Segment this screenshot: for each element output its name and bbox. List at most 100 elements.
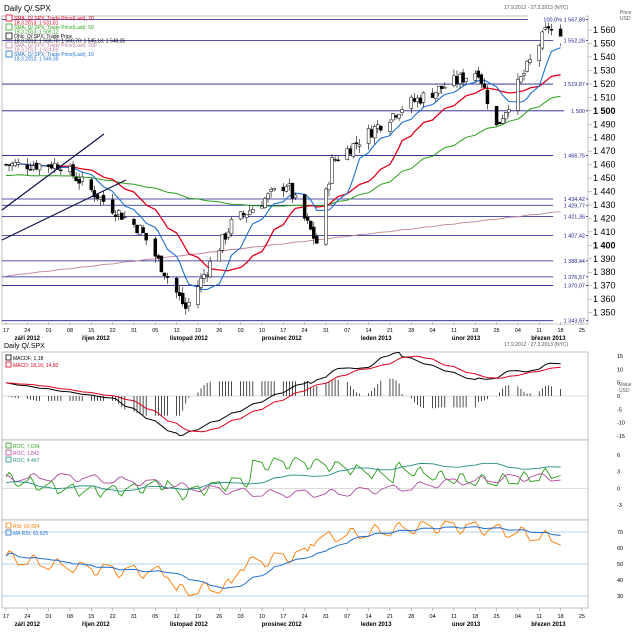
candle[interactable]	[177, 292, 182, 297]
candle[interactable]	[272, 188, 276, 191]
candle[interactable]	[184, 302, 188, 309]
candle[interactable]	[226, 231, 231, 238]
candle[interactable]	[458, 73, 462, 85]
macd-signal-line[interactable]	[5, 355, 561, 433]
legend-swatch[interactable]	[5, 41, 13, 49]
candle[interactable]	[546, 26, 551, 29]
candle[interactable]	[305, 216, 310, 221]
candle[interactable]	[156, 255, 161, 259]
candle[interactable]	[503, 112, 508, 120]
candle[interactable]	[397, 114, 401, 119]
roc-line-1[interactable]	[5, 456, 561, 501]
candle[interactable]	[95, 194, 100, 200]
candle[interactable]	[391, 113, 395, 121]
candle[interactable]	[162, 272, 167, 276]
candle[interactable]	[138, 225, 142, 235]
candle[interactable]	[248, 210, 252, 215]
candle[interactable]	[174, 277, 179, 293]
candle[interactable]	[421, 92, 426, 103]
candle[interactable]	[376, 124, 380, 129]
candle[interactable]	[53, 162, 57, 169]
candle[interactable]	[418, 97, 423, 104]
candle[interactable]	[241, 212, 246, 216]
candle[interactable]	[113, 214, 118, 218]
candle[interactable]	[464, 78, 468, 82]
candle[interactable]	[525, 61, 529, 72]
candle[interactable]	[400, 109, 404, 113]
candle[interactable]	[372, 126, 377, 139]
candle[interactable]	[507, 109, 511, 113]
candle[interactable]	[357, 144, 362, 147]
candle[interactable]	[120, 212, 124, 220]
candle[interactable]	[205, 274, 209, 277]
candle[interactable]	[333, 159, 337, 161]
candle[interactable]	[308, 220, 313, 230]
candle[interactable]	[312, 226, 316, 239]
candle[interactable]	[366, 128, 371, 144]
sma200-line[interactable]	[5, 211, 561, 277]
candle[interactable]	[244, 214, 249, 218]
candle[interactable]	[430, 92, 435, 98]
candle[interactable]	[49, 164, 54, 169]
candle[interactable]	[117, 210, 121, 216]
candle[interactable]	[260, 206, 264, 209]
candle[interactable]	[476, 70, 481, 78]
candle[interactable]	[223, 233, 228, 240]
candle[interactable]	[433, 91, 438, 100]
candle[interactable]	[217, 250, 222, 262]
candle[interactable]	[528, 59, 532, 63]
candle[interactable]	[497, 121, 502, 125]
trendline-lower[interactable]	[1, 179, 127, 241]
legend-swatch[interactable]	[5, 32, 13, 40]
macd-legend-swatch[interactable]	[5, 354, 12, 361]
candle[interactable]	[16, 162, 20, 165]
candle[interactable]	[123, 216, 127, 218]
legend-swatch[interactable]	[5, 14, 13, 22]
trendline-upper[interactable]	[1, 133, 105, 211]
roc-line-3[interactable]	[5, 462, 561, 492]
rsi-legend-swatch[interactable]	[5, 529, 12, 536]
candle[interactable]	[153, 238, 158, 257]
candle[interactable]	[202, 274, 206, 279]
candle[interactable]	[28, 169, 33, 171]
candle[interactable]	[10, 163, 14, 167]
candle[interactable]	[199, 278, 203, 288]
candle[interactable]	[238, 211, 243, 220]
candle[interactable]	[141, 227, 145, 234]
candle[interactable]	[7, 164, 11, 166]
sma20-line[interactable]	[5, 74, 561, 272]
candle[interactable]	[455, 76, 459, 84]
candle[interactable]	[327, 183, 331, 191]
candle[interactable]	[37, 163, 42, 171]
legend-swatch[interactable]	[5, 23, 13, 31]
candle[interactable]	[302, 194, 307, 219]
candle[interactable]	[25, 164, 30, 170]
candle[interactable]	[4, 164, 8, 166]
candle[interactable]	[330, 157, 334, 184]
macd-line[interactable]	[5, 351, 561, 437]
candle[interactable]	[31, 165, 36, 170]
candle[interactable]	[479, 74, 484, 84]
roc-legend-swatch[interactable]	[5, 456, 12, 463]
macd-legend-swatch[interactable]	[5, 361, 12, 368]
rsi-legend-swatch[interactable]	[5, 522, 12, 529]
candle[interactable]	[13, 162, 17, 166]
candle[interactable]	[34, 162, 39, 170]
candle[interactable]	[388, 122, 392, 132]
candle[interactable]	[345, 148, 350, 160]
candle[interactable]	[452, 75, 456, 87]
candle[interactable]	[135, 225, 139, 233]
candle[interactable]	[59, 169, 63, 172]
candle[interactable]	[439, 85, 444, 89]
legend-swatch[interactable]	[5, 50, 13, 58]
candle[interactable]	[71, 164, 75, 177]
candle[interactable]	[494, 106, 499, 126]
candle[interactable]	[159, 255, 164, 273]
candle[interactable]	[251, 209, 255, 213]
candle[interactable]	[369, 129, 374, 138]
candle[interactable]	[549, 29, 554, 31]
candle[interactable]	[324, 188, 328, 245]
candle[interactable]	[220, 234, 225, 251]
candle[interactable]	[77, 179, 81, 184]
candle[interactable]	[98, 196, 103, 200]
